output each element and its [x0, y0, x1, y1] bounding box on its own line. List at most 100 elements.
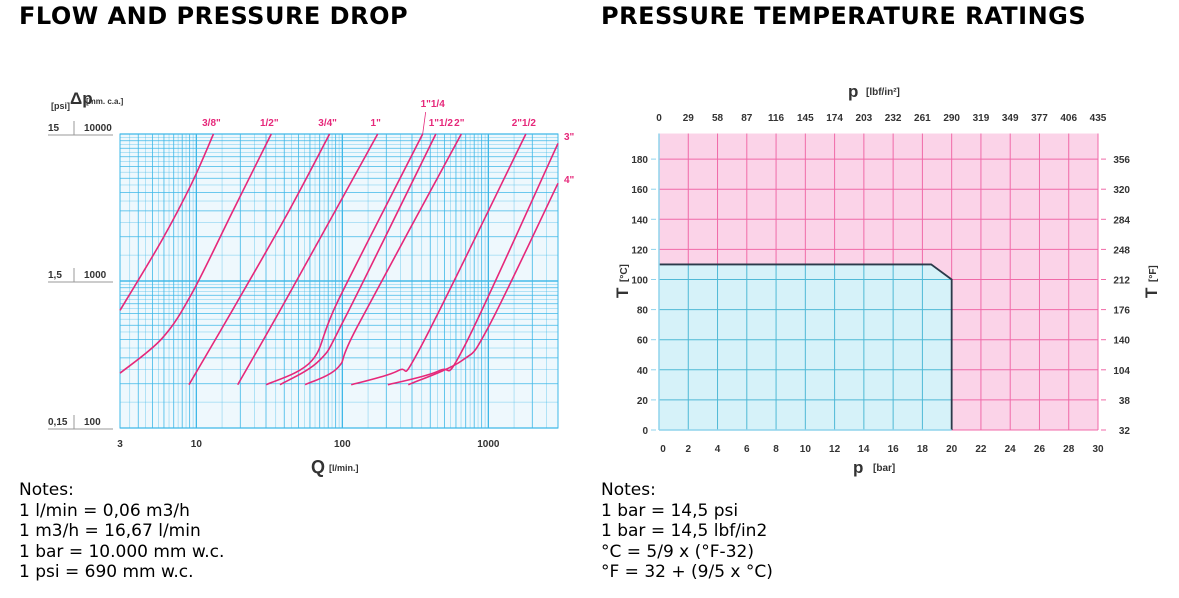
x2-tick-label: 29	[683, 113, 695, 124]
x2-axis-unit: [lbf/in²]	[866, 87, 900, 98]
x2-axis-label: p	[848, 82, 858, 101]
note-line: 1 bar = 10.000 mm w.c.	[19, 541, 225, 562]
y2-tick-label: 38	[1119, 396, 1131, 407]
x-axis-unit: [l/min.]	[329, 463, 359, 473]
y-tick-label: 80	[637, 306, 649, 317]
note-line: °C = 5/9 x (°F-32)	[601, 541, 754, 562]
note-line: Notes:	[19, 480, 74, 500]
x-tick-label: 10	[800, 444, 812, 455]
y-unit-psi: [psi]	[51, 101, 70, 111]
y2-tick-label: 104	[1113, 366, 1130, 377]
y2-tick-label: 176	[1113, 306, 1130, 317]
y-axis-label: Δp	[70, 89, 93, 108]
x-tick-label: 10	[191, 439, 203, 450]
x-tick-label: 26	[1034, 444, 1046, 455]
x2-tick-label: 174	[826, 113, 843, 124]
y-tick-label-psi: 15	[48, 123, 60, 134]
x2-tick-label: 319	[973, 113, 990, 124]
y-tick-label-psi: 1,5	[48, 270, 62, 281]
x-tick-label: 30	[1092, 444, 1104, 455]
flow-curve	[350, 133, 527, 386]
y-axis-unit: [°C]	[619, 264, 630, 282]
y-tick-label: 100	[631, 276, 648, 287]
x-axis-label: Q	[311, 457, 325, 477]
curve-label: 3/4"	[318, 118, 337, 129]
note-line: 1 m3/h = 16,67 l/min	[19, 521, 201, 541]
x2-tick-label: 377	[1031, 113, 1048, 124]
x-tick-label: 24	[1005, 444, 1017, 455]
note-line: °F = 32 + (9/5 x °C)	[601, 562, 773, 582]
x2-tick-label: 58	[712, 113, 724, 124]
curve-label: 3"	[564, 132, 575, 143]
x-axis-unit: [bar]	[873, 463, 895, 474]
curve-label: 3/8"	[202, 118, 221, 129]
left-notes: Notes: 1 l/min = 0,06 m3/h 1 m3/h = 16,6…	[19, 480, 224, 583]
left-chart-title: FLOW AND PRESSURE DROP	[19, 2, 409, 30]
flow-curve	[188, 133, 331, 386]
x-tick-label: 6	[744, 444, 750, 455]
x-tick-label: 0	[660, 444, 666, 455]
y-tick-label: 180	[631, 155, 648, 166]
note-line: 1 bar = 14,5 psi	[601, 500, 739, 521]
flow-curve	[387, 143, 559, 386]
y-tick-label-mm: 1000	[84, 270, 107, 281]
x-tick-label: 22	[975, 444, 987, 455]
x-tick-label: 14	[858, 444, 870, 455]
y-tick-label: 60	[637, 336, 649, 347]
y2-axis-label: T	[1142, 287, 1161, 298]
flow-curve	[304, 133, 463, 386]
x2-tick-label: 435	[1090, 113, 1107, 124]
y2-tick-label: 140	[1113, 336, 1130, 347]
curve-label: 1"1/2	[429, 118, 454, 129]
y-tick-label-mm: 100	[84, 417, 101, 428]
curve-label: 1"	[371, 118, 382, 129]
x2-tick-label: 290	[943, 113, 960, 124]
x-tick-label: 16	[888, 444, 900, 455]
y2-tick-label: 248	[1113, 245, 1130, 256]
x-tick-label: 20	[946, 444, 958, 455]
x2-tick-label: 406	[1060, 113, 1077, 124]
x2-tick-label: 261	[914, 113, 931, 124]
x-tick-label: 3	[117, 439, 123, 450]
flow-curve	[237, 133, 379, 386]
x2-tick-label: 232	[885, 113, 902, 124]
y-axis-label: T	[613, 287, 632, 298]
right-chart-title: PRESSURE TEMPERATURE RATINGS	[601, 2, 1087, 30]
y-tick-label: 120	[631, 245, 648, 256]
curve-label: 4"	[564, 175, 575, 186]
x2-tick-label: 349	[1002, 113, 1019, 124]
note-line: Notes:	[601, 480, 656, 500]
flow-curve	[279, 133, 437, 386]
note-line: 1 psi = 690 mm w.c.	[19, 562, 194, 582]
note-line: 1 bar = 14,5 lbf/in2	[601, 521, 768, 541]
x2-tick-label: 87	[741, 113, 753, 124]
x-tick-label: 100	[334, 439, 351, 450]
flow-curve	[265, 133, 424, 386]
curve-label: 2"	[454, 118, 465, 129]
flow-curve	[119, 133, 215, 311]
note-line: 1 l/min = 0,06 m3/h	[19, 500, 190, 521]
x-tick-label: 12	[829, 444, 841, 455]
flow-curve	[407, 182, 559, 386]
flow-curve	[119, 133, 272, 374]
x-tick-label: 8	[773, 444, 779, 455]
y-tick-label: 20	[637, 396, 649, 407]
y2-tick-label: 320	[1113, 185, 1130, 196]
y-tick-label-psi: 0,15	[48, 417, 68, 428]
x-axis-label: p	[853, 458, 863, 477]
x-tick-label: 4	[715, 444, 721, 455]
y-tick-label: 0	[642, 426, 648, 437]
x2-tick-label: 0	[656, 113, 662, 124]
curve-label: 1/2"	[260, 118, 279, 129]
y-tick-label: 160	[631, 185, 648, 196]
y-tick-label: 40	[637, 366, 649, 377]
right-notes: Notes: 1 bar = 14,5 psi 1 bar = 14,5 lbf…	[601, 480, 773, 583]
x-tick-label: 1000	[477, 439, 500, 450]
x-tick-label: 28	[1063, 444, 1075, 455]
y2-tick-label: 356	[1113, 155, 1130, 166]
y-unit-mm: [mm. c.a.]	[86, 97, 124, 106]
x2-tick-label: 116	[768, 113, 785, 124]
y2-tick-label: 284	[1113, 215, 1130, 226]
curve-label: 2"1/2	[512, 118, 537, 129]
